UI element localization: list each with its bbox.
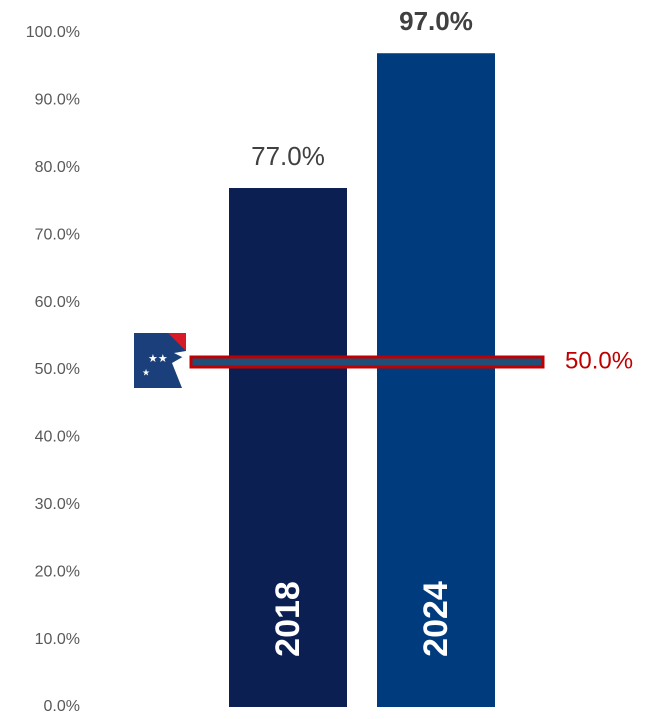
category-label: 2024 [417, 581, 455, 657]
y-tick-label: 50.0% [35, 361, 80, 378]
y-tick-label: 40.0% [35, 429, 80, 446]
flag-icon: ★★ ★ [134, 333, 186, 388]
y-tick-label: 90.0% [35, 92, 80, 109]
value-label: 77.0% [251, 141, 325, 171]
y-tick-label: 60.0% [35, 294, 80, 311]
y-tick-label: 0.0% [44, 698, 80, 715]
svg-text:★: ★ [142, 367, 150, 377]
value-label: 97.0% [399, 6, 473, 36]
reference-line [189, 355, 545, 369]
y-tick-label: 70.0% [35, 226, 80, 243]
category-label: 2018 [269, 581, 307, 657]
y-tick-label: 30.0% [35, 496, 80, 513]
y-tick-label: 10.0% [35, 631, 80, 648]
y-tick-label: 20.0% [35, 563, 80, 580]
reference-label: 50.0% [565, 347, 633, 374]
y-tick-label: 100.0% [26, 24, 80, 41]
y-tick-label: 80.0% [35, 159, 80, 176]
svg-text:★★: ★★ [148, 353, 168, 365]
bar [377, 53, 495, 708]
bar [229, 188, 347, 707]
